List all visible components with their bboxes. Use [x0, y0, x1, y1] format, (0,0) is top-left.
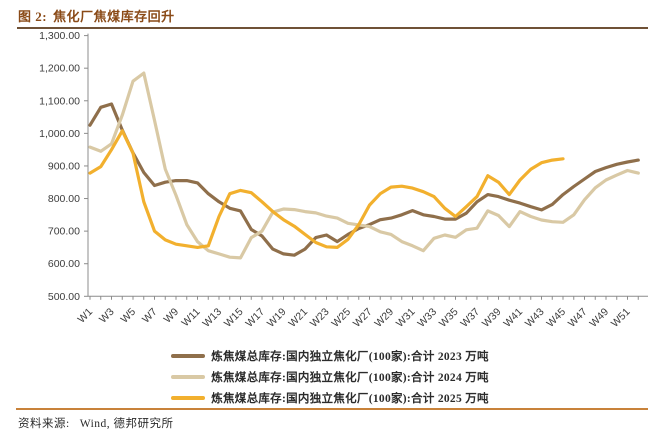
legend-label-2024: 炼焦煤总库存:国内独立焦化厂(100家):合计 2024 万吨 [211, 372, 489, 384]
svg-text:W25: W25 [329, 306, 353, 330]
svg-text:W43: W43 [523, 306, 547, 330]
title-divider [17, 27, 648, 29]
legend-item-2023: 炼焦煤总库存:国内独立焦化厂(100家):合计 2023 万吨 [171, 348, 489, 364]
svg-text:W17: W17 [243, 306, 267, 330]
svg-text:500.00: 500.00 [48, 291, 80, 303]
svg-text:W45: W45 [544, 306, 568, 330]
source-text: Wind, 德邦研究所 [79, 418, 174, 430]
svg-text:W49: W49 [587, 306, 611, 330]
svg-text:W23: W23 [308, 306, 332, 330]
svg-text:W33: W33 [415, 306, 439, 330]
figure-number: 图 2: [18, 9, 48, 24]
line-chart: 1,300.00 1,200.00 1,100.00 1,000.00 900.00 80… [0, 28, 660, 348]
figure-title-text: 焦化厂焦煤库存回升 [53, 9, 175, 24]
svg-text:800.00: 800.00 [48, 193, 80, 205]
legend-item-2024: 炼焦煤总库存:国内独立焦化厂(100家):合计 2024 万吨 [171, 369, 489, 385]
svg-text:W13: W13 [200, 306, 224, 330]
svg-text:W11: W11 [179, 306, 202, 329]
svg-text:W29: W29 [372, 306, 396, 330]
svg-text:900.00: 900.00 [48, 160, 80, 172]
legend-item-2025: 炼焦煤总库存:国内独立焦化厂(100家):合计 2025 万吨 [171, 390, 489, 406]
svg-text:W21: W21 [286, 306, 310, 330]
chart-canvas: 1,300.00 1,200.00 1,100.00 1,000.00 900.00 80… [39, 30, 648, 330]
legend-swatch-2025 [171, 396, 206, 400]
legend-label-2025: 炼焦煤总库存:国内独立焦化厂(100家):合计 2025 万吨 [211, 393, 489, 405]
svg-text:W27: W27 [351, 306, 375, 330]
svg-text:W35: W35 [437, 306, 461, 330]
svg-text:W1: W1 [75, 306, 95, 326]
svg-text:W51: W51 [609, 306, 633, 330]
legend-swatch-2024 [171, 375, 206, 379]
svg-text:W5: W5 [118, 306, 138, 326]
svg-text:700.00: 700.00 [48, 226, 80, 238]
svg-text:600.00: 600.00 [48, 258, 80, 270]
svg-text:W37: W37 [458, 306, 482, 330]
svg-text:W19: W19 [265, 306, 289, 330]
source-note: 资料来源: Wind, 德邦研究所 [18, 415, 174, 431]
svg-text:1,100.00: 1,100.00 [39, 95, 80, 107]
svg-text:W15: W15 [222, 306, 246, 330]
svg-text:1,200.00: 1,200.00 [39, 63, 80, 75]
svg-text:W31: W31 [394, 306, 418, 330]
svg-text:1,000.00: 1,000.00 [39, 128, 80, 140]
legend-label-2023: 炼焦煤总库存:国内独立焦化厂(100家):合计 2023 万吨 [211, 351, 489, 363]
svg-text:W9: W9 [161, 306, 181, 326]
svg-text:1,300.00: 1,300.00 [39, 30, 80, 42]
source-label: 资料来源: [18, 418, 70, 430]
svg-text:W39: W39 [480, 306, 504, 330]
svg-text:W3: W3 [97, 306, 117, 326]
legend-swatch-2023 [171, 354, 206, 358]
svg-text:W41: W41 [501, 306, 525, 330]
footer-divider [16, 408, 648, 410]
chart-legend: 炼焦煤总库存:国内独立焦化厂(100家):合计 2023 万吨 炼焦煤总库存:国… [0, 348, 660, 406]
chart-title: 图 2: 焦化厂焦煤库存回升 [18, 6, 175, 25]
svg-text:W47: W47 [566, 306, 590, 330]
svg-text:W7: W7 [140, 306, 160, 326]
